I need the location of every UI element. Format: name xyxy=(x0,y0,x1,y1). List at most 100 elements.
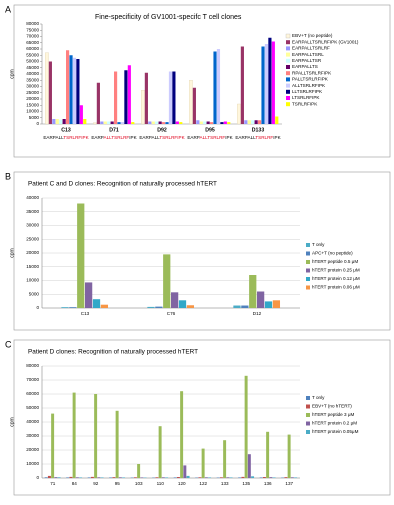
legend-swatch xyxy=(286,102,290,106)
bar xyxy=(88,477,91,478)
y-tick-label: 40000 xyxy=(26,419,39,424)
category-sequence: EARPALLTSRLRFIPK xyxy=(43,135,89,140)
x-tick-label: D92 xyxy=(157,127,167,133)
bar xyxy=(107,122,110,125)
legend-swatch xyxy=(286,96,290,100)
bar xyxy=(257,292,264,309)
sequence-part: TSRLRF xyxy=(255,135,273,140)
bar xyxy=(83,119,86,124)
bar xyxy=(260,477,263,478)
bar xyxy=(174,477,177,478)
bar xyxy=(66,50,69,124)
bar xyxy=(177,477,180,478)
bar xyxy=(140,477,143,478)
panel-letter: A xyxy=(5,4,11,14)
bar xyxy=(189,80,192,124)
x-tick-label: C13 xyxy=(81,311,90,316)
legend-swatch xyxy=(306,243,310,247)
x-tick-label: 103 xyxy=(135,481,143,486)
legend-swatch xyxy=(286,53,290,57)
legend-label: PALLTSRLRFIPK xyxy=(292,77,329,82)
y-tick-label: 30000 xyxy=(26,223,39,228)
bar xyxy=(284,477,287,478)
bar xyxy=(76,477,79,478)
category-sequence: EARPALLTSRLRFIPK xyxy=(187,135,233,140)
bar xyxy=(48,476,51,478)
bar xyxy=(159,426,162,478)
bar xyxy=(245,376,248,478)
legend-label: EBV+T (no hTERT) xyxy=(312,404,352,409)
y-tick-label: 80000 xyxy=(26,21,39,26)
bar xyxy=(233,306,240,308)
x-tick-label: 71 xyxy=(50,481,56,486)
panel-letter: B xyxy=(5,171,11,181)
y-tick-label: 70000 xyxy=(26,34,39,39)
legend-label: hTERT protein 0.05μM xyxy=(312,429,359,434)
y-tick-label: 20000 xyxy=(26,250,39,255)
bar xyxy=(155,477,158,478)
bar xyxy=(147,307,154,308)
y-tick-label: 35000 xyxy=(26,209,39,214)
legend-swatch xyxy=(286,65,290,69)
y-tick-label: 0 xyxy=(36,475,39,480)
legend-swatch xyxy=(286,84,290,88)
bar xyxy=(187,305,194,308)
y-tick-label: 70000 xyxy=(26,377,39,382)
legend-label: EARPALLTSRL xyxy=(292,52,324,57)
bar xyxy=(220,122,223,124)
sequence-part: TSRLRFIPK xyxy=(63,135,89,140)
bar xyxy=(248,454,251,478)
y-tick-label: 5000 xyxy=(29,115,40,120)
bar xyxy=(226,477,229,478)
bar xyxy=(93,123,96,124)
x-tick-label: 84 xyxy=(72,481,78,486)
y-tick-label: 20000 xyxy=(26,447,39,452)
y-tick-label: 25000 xyxy=(26,90,39,95)
bar xyxy=(251,476,254,478)
legend-label: LLTSRLRFIPK xyxy=(292,89,323,94)
bar xyxy=(100,122,103,125)
bar xyxy=(63,119,66,124)
bar xyxy=(114,72,117,125)
legend-swatch xyxy=(306,260,310,264)
bar xyxy=(54,477,57,478)
bar xyxy=(202,449,205,478)
bar xyxy=(97,83,100,124)
legend-label: T only xyxy=(312,395,325,400)
bar xyxy=(73,58,76,124)
bar xyxy=(80,105,83,124)
bar xyxy=(163,254,170,308)
bar xyxy=(176,122,179,125)
bar xyxy=(294,477,297,478)
sequence-part: IPK xyxy=(129,135,137,140)
bar xyxy=(165,477,168,478)
bar xyxy=(227,122,230,124)
bar xyxy=(112,477,115,478)
x-tick-label: 136 xyxy=(264,481,272,486)
x-tick-label: D12 xyxy=(253,311,262,316)
bar xyxy=(155,307,162,308)
bar xyxy=(169,72,172,125)
x-tick-label: 95 xyxy=(115,481,121,486)
sequence-part: EARPALL xyxy=(139,135,160,140)
bar xyxy=(258,120,261,124)
y-tick-label: 30000 xyxy=(26,433,39,438)
x-tick-label: 110 xyxy=(157,481,165,486)
x-tick-label: C13 xyxy=(61,127,71,133)
bar xyxy=(269,477,272,478)
bar xyxy=(171,292,178,308)
legend-label: EBV+T (no peptide) xyxy=(292,33,333,38)
bar xyxy=(200,122,203,125)
legend-label: T only xyxy=(312,242,325,247)
bar xyxy=(69,477,72,478)
y-tick-label: 60000 xyxy=(26,391,39,396)
bar xyxy=(193,88,196,124)
y-tick-label: 35000 xyxy=(26,77,39,82)
bar xyxy=(94,394,97,478)
x-tick-label: 122 xyxy=(199,481,207,486)
y-tick-label: 30000 xyxy=(26,84,39,89)
bar xyxy=(261,47,264,125)
bar xyxy=(155,122,158,125)
y-tick-label: 5000 xyxy=(29,291,40,296)
legend-swatch xyxy=(306,269,310,273)
